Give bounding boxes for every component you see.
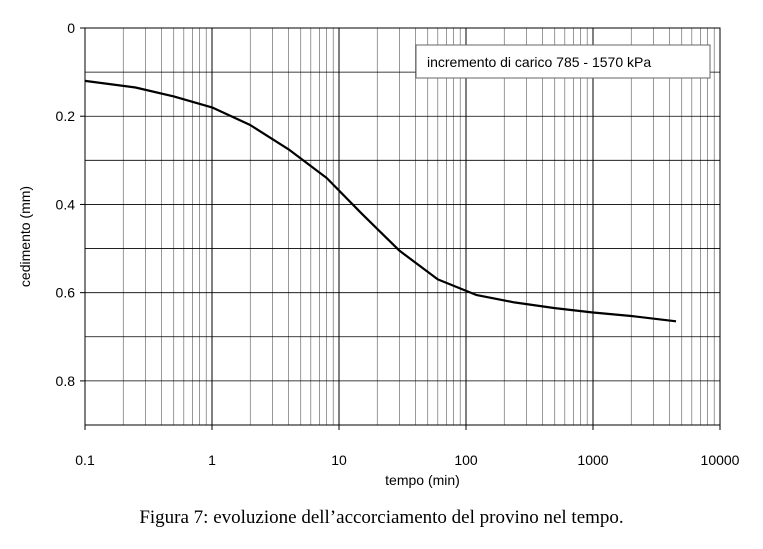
legend-series-name: incremento di carico 785 - 1570 kPa: [427, 54, 651, 70]
y-tick-label: 0.8: [56, 373, 76, 389]
legend-box: [415, 44, 711, 79]
series-line: [84, 79, 677, 323]
y-axis-label: cedimento (mm): [17, 186, 33, 287]
y-tick-label: 0.2: [56, 108, 76, 124]
x-tick-label: 0.1: [75, 452, 95, 468]
figure-caption: Figura 7: evoluzione dell’accorciamento …: [139, 507, 624, 528]
settlement-time-chart: 0.1 1 10 100 1000 10000 0 0.2 0.4 0.6 0.8 tempo (…: [17, 20, 740, 488]
x-tick-label: 100: [454, 452, 478, 468]
x-tick-label: 1000: [577, 452, 608, 468]
legend: incremento di carico 785 - 1570 kPa: [415, 44, 711, 79]
plot-frame: [84, 27, 721, 426]
x-tick-label: 10: [331, 452, 347, 468]
x-axis-label: tempo (min): [385, 472, 460, 488]
x-axis-ticks: 0.1 1 10 100 1000 10000: [75, 425, 740, 468]
y-tick-label: 0: [67, 20, 75, 36]
y-tick-label: 0.6: [56, 285, 76, 301]
grid: [84, 28, 720, 425]
series-layer: [84, 79, 677, 323]
y-tick-label: 0.4: [56, 196, 76, 212]
y-axis-ticks: 0 0.2 0.4 0.6 0.8: [56, 20, 85, 389]
x-tick-label: 10000: [701, 452, 740, 468]
x-tick-label: 1: [208, 452, 216, 468]
